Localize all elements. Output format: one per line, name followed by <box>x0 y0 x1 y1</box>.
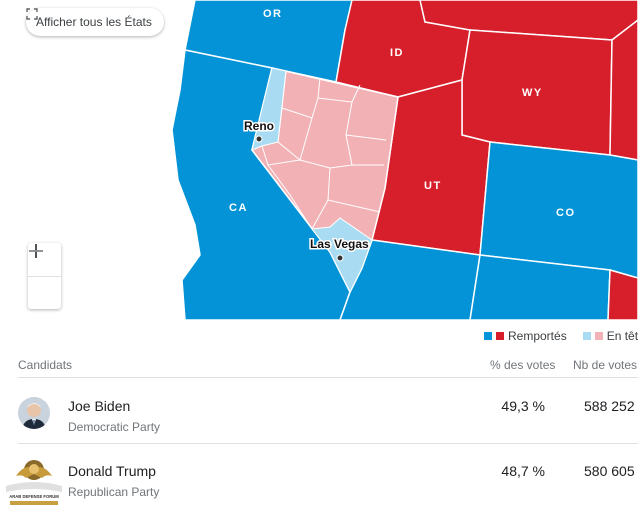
avatar <box>18 397 50 429</box>
person-icon <box>18 397 50 429</box>
header-pct: % des votes <box>490 358 556 372</box>
header-divider <box>18 377 638 378</box>
table-row[interactable]: Joe Biden Democratic Party 49,3 % 588 25… <box>0 383 638 443</box>
legend-swatch-dem-won <box>484 332 492 340</box>
expand-icon <box>26 8 38 20</box>
candidate-party: Democratic Party <box>68 420 161 434</box>
state-label-co: CO <box>556 207 576 219</box>
map-legend: Remportés En tête <box>484 329 638 343</box>
city-dot-las-vegas <box>336 254 344 262</box>
legend-swatch-rep-won <box>496 332 504 340</box>
election-map[interactable]: OR ID WY CA UT CO Reno Las Vegas Affiche… <box>0 0 638 320</box>
show-all-states-button[interactable]: Afficher tous les États <box>26 8 164 36</box>
state-label-ut: UT <box>424 180 442 192</box>
candidate-name: Joe Biden <box>68 398 131 414</box>
county-clark[interactable] <box>311 217 373 294</box>
minus-icon <box>29 250 43 252</box>
state-label-or: OR <box>263 8 283 20</box>
vote-percentage: 48,7 % <box>501 463 545 479</box>
watermark-text: ARAB DEFENSE FORUM <box>9 494 59 499</box>
zoom-out-button[interactable] <box>28 250 61 309</box>
show-all-states-label: Afficher tous les États <box>36 15 152 29</box>
vote-count: 580 605 <box>584 463 635 479</box>
state-label-id: ID <box>390 47 404 59</box>
vote-percentage: 49,3 % <box>501 398 545 414</box>
candidate-party: Republican Party <box>68 485 160 499</box>
legend-swatch-dem-leading <box>582 332 591 340</box>
city-dot-reno <box>255 135 263 143</box>
city-label-reno: Reno <box>244 119 274 133</box>
candidate-name: Donald Trump <box>68 463 156 479</box>
state-label-ca: CA <box>229 202 248 214</box>
map-canvas[interactable]: OR ID WY CA UT CO Reno Las Vegas <box>0 0 638 320</box>
state-ne[interactable] <box>609 19 638 161</box>
row-divider <box>18 443 638 444</box>
header-votes: Nb de votes <box>573 358 638 372</box>
state-label-wy: WY <box>522 87 543 99</box>
legend-leading-label: En tête <box>606 329 638 343</box>
county-borders <box>261 70 387 230</box>
state-ks[interactable] <box>607 269 638 320</box>
legend-won-label: Remportés <box>508 329 567 343</box>
state-nm[interactable] <box>469 254 611 320</box>
watermark-logo: ARAB DEFENSE FORUM <box>6 460 62 505</box>
header-candidates: Candidats <box>18 358 73 372</box>
zoom-control <box>28 243 61 309</box>
city-label-las-vegas: Las Vegas <box>310 237 369 251</box>
legend-swatch-rep-leading <box>594 332 603 340</box>
table-row[interactable]: Donald Trump Republican Party 48,7 % 580… <box>0 448 638 507</box>
vote-count: 588 252 <box>584 398 635 414</box>
